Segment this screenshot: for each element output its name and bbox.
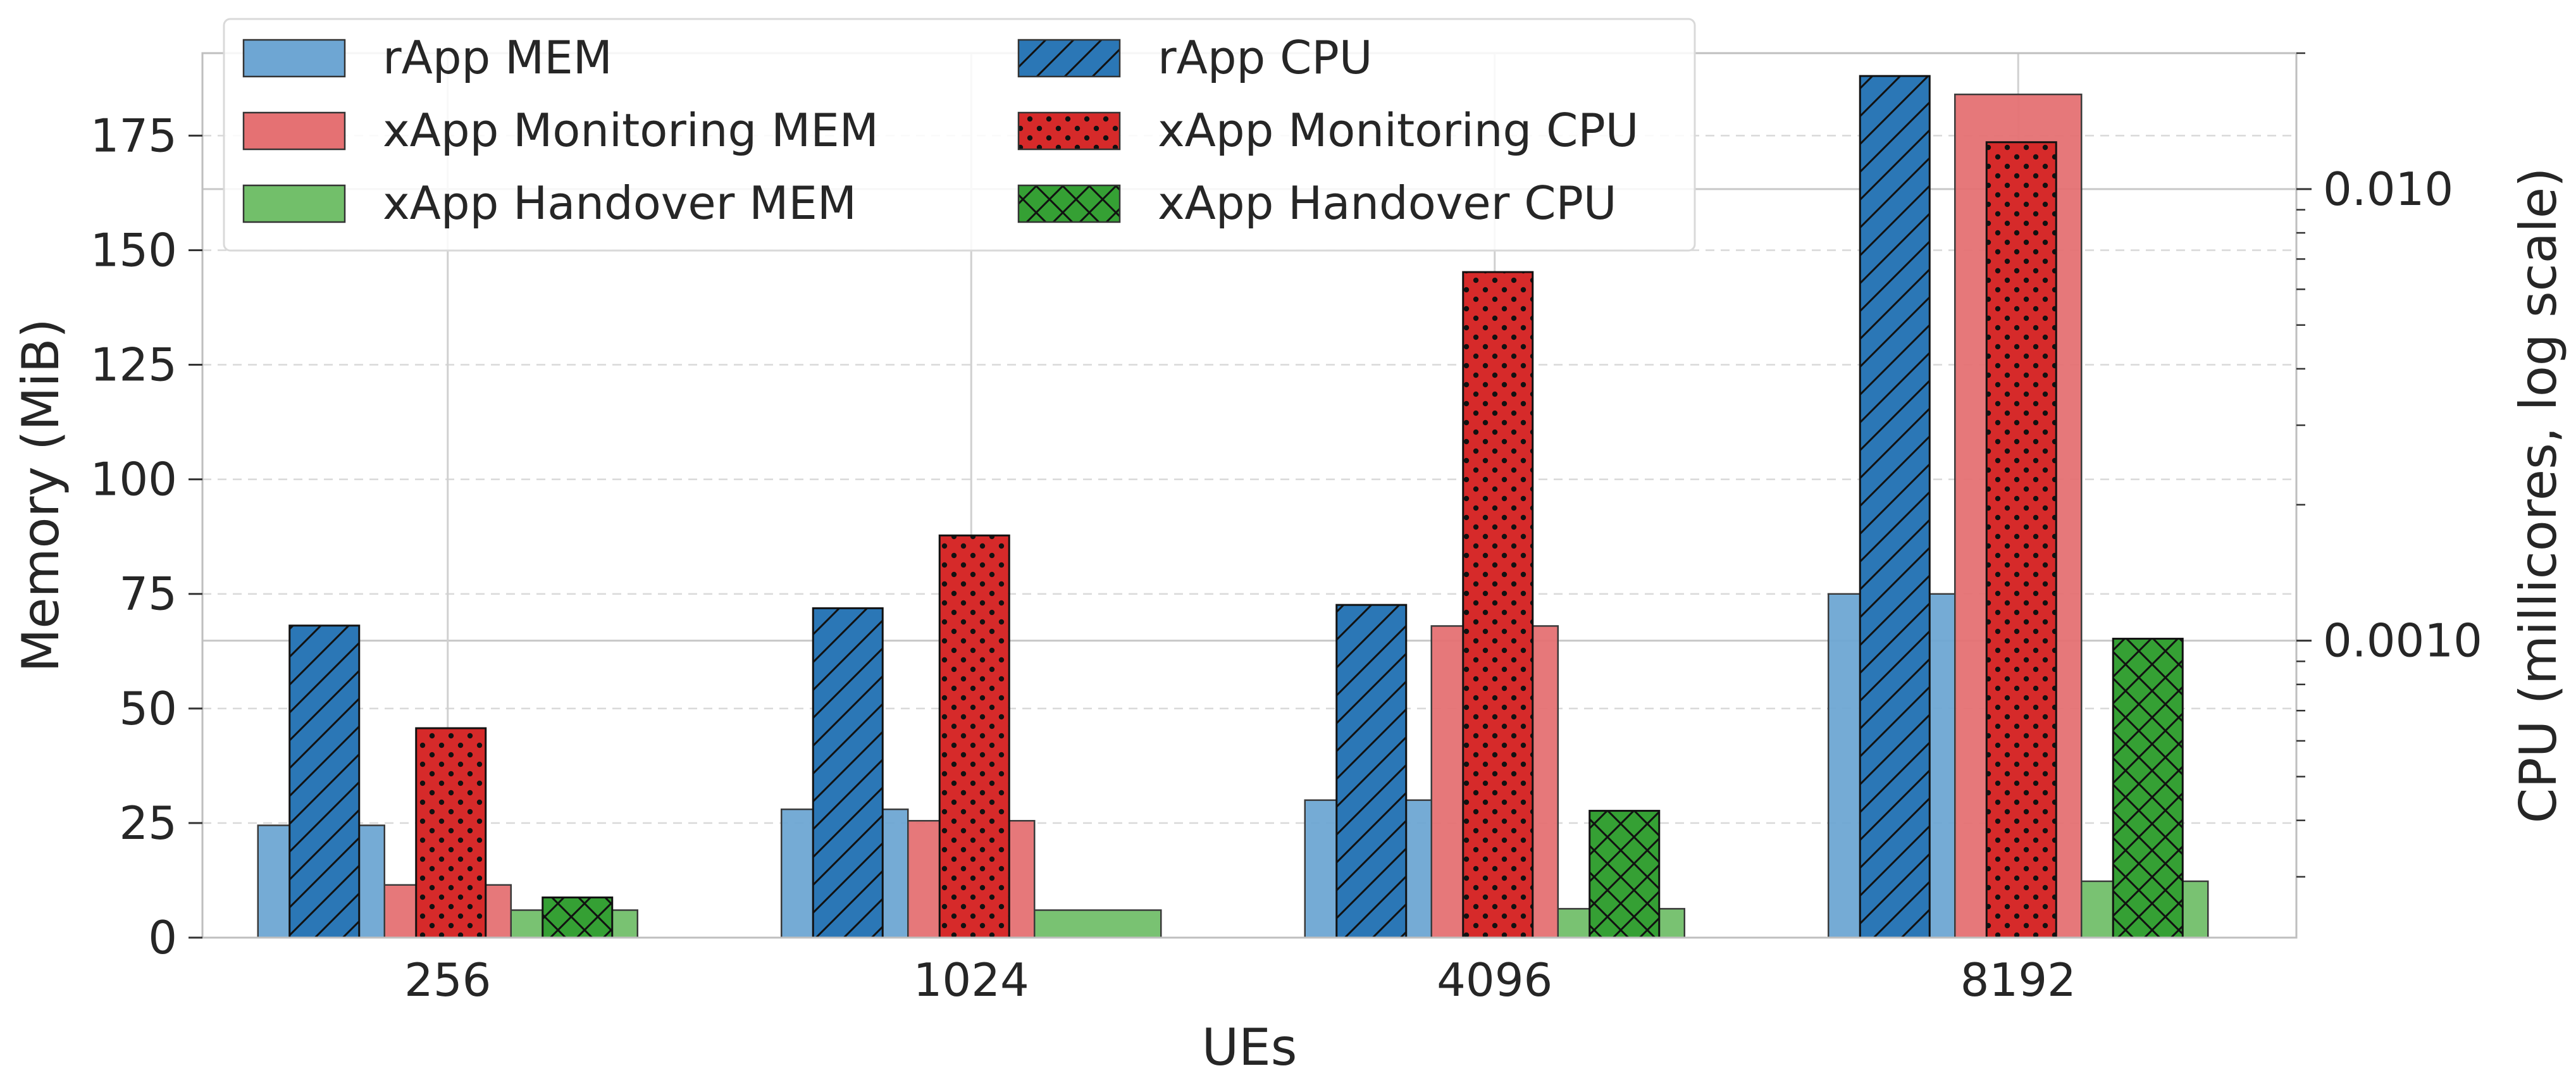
legend-swatch [242,111,346,151]
legend-label: xApp Handover CPU [1158,177,1617,230]
y-tick-label: 100 [90,453,177,506]
x-tick-label: 1024 [913,953,1029,1007]
legend-label: xApp Monitoring CPU [1158,104,1638,157]
legend-swatch [1017,111,1121,151]
y-tick-label: 125 [90,338,177,392]
bar-cpu-2-3 [2112,638,2184,939]
legend-swatch [1017,184,1121,223]
y2-tick-label: 0.0010 [2323,614,2482,667]
bar-cpu-0-0 [288,624,361,939]
x-tick-label: 256 [404,953,491,1007]
bar-cpu-0-2 [1335,604,1408,939]
legend-label: xApp Handover MEM [383,177,857,230]
legend-swatch [242,184,346,223]
legend: rApp MEM xApp Monitoring MEM xApp Handover… [223,18,1696,252]
y-tick-label: 50 [119,682,177,735]
y2-axis-title: CPU (millicores, log scale) [2509,168,2568,824]
legend-swatch [1017,39,1121,78]
bar-cpu-0-1 [812,607,884,939]
legend-label: rApp CPU [1158,31,1373,84]
y-axis-title: Memory (MiB) [11,318,70,672]
legend-swatch [242,39,346,78]
x-axis-title: UEs [1202,1018,1297,1077]
legend-box [223,18,1696,252]
y2-tick-label: 0.010 [2323,163,2453,216]
bar-cpu-2-0 [542,897,614,939]
y-tick-label: 75 [119,568,177,621]
bar-cpu-2-2 [1588,810,1661,939]
y-tick-label: 0 [148,911,177,964]
bar-cpu-0-3 [1859,75,1931,939]
bar-cpu-1-1 [938,534,1010,939]
bar-cpu-1-0 [415,727,487,939]
bars [257,75,2209,939]
legend-label: xApp Monitoring MEM [383,104,879,157]
bar-mem-2-1 [1034,909,1162,939]
y-tick-label: 25 [119,797,177,850]
bar-cpu-1-2 [1462,271,1534,939]
bar-cpu-1-3 [1985,141,2057,939]
y-axis-left: 0 25 50 75 100 125 150 175 [90,109,202,964]
y-axis-right: 0.0010 0.010 [2296,52,2482,878]
x-tick-label: 4096 [1437,953,1552,1007]
y-tick-label: 175 [90,109,177,162]
x-tick-label: 8192 [1960,953,2076,1007]
x-axis: 256 1024 4096 8192 [404,953,2076,1007]
legend-label: rApp MEM [383,31,612,84]
y-tick-label: 150 [90,223,177,276]
